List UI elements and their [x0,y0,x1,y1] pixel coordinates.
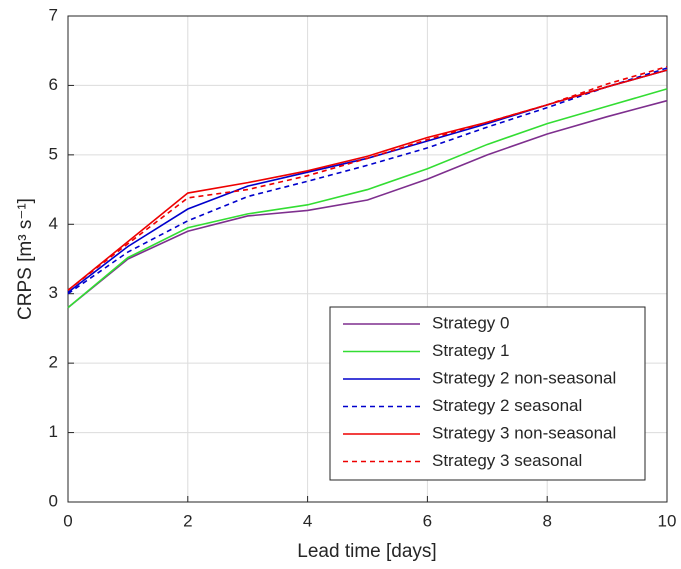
legend-label: Strategy 0 [432,313,510,332]
y-tick-label: 2 [49,353,58,372]
y-tick-label: 1 [49,422,58,441]
plot-frame [67,15,668,503]
series-line [67,88,668,309]
x-tick-label: 10 [658,511,677,530]
x-tick-label: 0 [63,511,72,530]
series-line [67,67,668,295]
y-tick-label: 5 [49,144,58,163]
y-tick-label: 0 [49,491,58,510]
legend-label: Strategy 3 non-seasonal [432,423,616,442]
x-tick-label: 8 [542,511,551,530]
x-axis-label: Lead time [days] [297,541,436,562]
legend-label: Strategy 1 [432,341,510,360]
legend-box [329,306,646,481]
y-axis-label: CRPS [m³ s⁻¹] [15,198,36,320]
y-tick-label: 4 [49,214,58,233]
legend: Strategy 0 Strategy 1 Strategy 2 non-seaso… [329,306,646,481]
series-line [67,65,668,291]
series-line [67,69,668,293]
y-tick-label: 7 [49,5,58,24]
x-tick-label: 4 [303,511,312,530]
legend-label: Strategy 2 seasonal [432,396,582,415]
y-tick-label: 6 [49,75,58,94]
legend-label: Strategy 3 seasonal [432,451,582,470]
y-tick-label: 3 [49,283,58,302]
x-tick-label: 2 [183,511,192,530]
series-line [67,69,668,291]
x-tick-label: 6 [423,511,432,530]
series-line [67,99,668,309]
legend-label: Strategy 2 non-seasonal [432,368,616,387]
